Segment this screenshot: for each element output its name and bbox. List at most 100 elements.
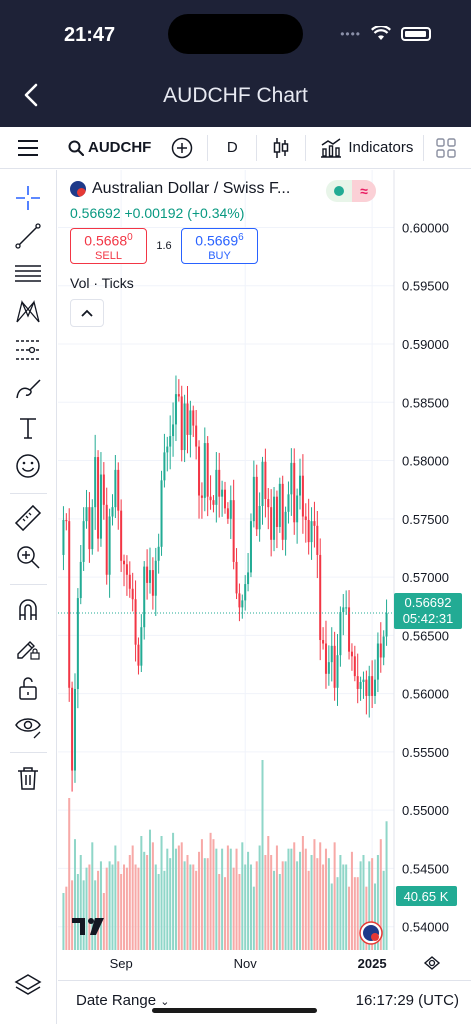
volume-bar [339, 855, 342, 950]
hide-drawings-icon[interactable] [14, 712, 42, 740]
volume-bar [270, 855, 273, 950]
market-status-pill[interactable]: ≈ [326, 180, 376, 202]
grid-layout-icon [436, 137, 457, 158]
home-indicator [152, 1008, 317, 1013]
candle-body [371, 676, 374, 696]
plus-circle-icon [172, 137, 193, 158]
projection-tool-icon[interactable] [14, 336, 42, 364]
volume-bar [316, 858, 319, 950]
tools-divider [10, 752, 47, 753]
tools-divider [10, 493, 47, 494]
candle-body [215, 469, 218, 505]
trend-line-tool-icon[interactable] [14, 222, 42, 250]
emoji-tool-icon[interactable] [14, 452, 42, 480]
zoom-in-icon[interactable] [14, 543, 42, 571]
price-chart[interactable]: 0.60000 0.59500 0.59000 0.58500 0.58000 0.575… [58, 170, 471, 980]
back-button[interactable] [18, 80, 46, 110]
buy-price: 0.5669 [195, 232, 239, 249]
volume-bar [174, 848, 177, 950]
candle-body [102, 474, 105, 505]
candle-body [229, 500, 232, 519]
pattern-tool-icon[interactable] [14, 298, 42, 326]
volume-bar [160, 836, 163, 950]
price-tick-label: 0.57000 [402, 570, 449, 585]
text-tool-icon[interactable] [14, 414, 42, 442]
time-axis[interactable]: Sep Nov 2025 [110, 956, 387, 971]
collapse-legend-button[interactable] [70, 299, 104, 327]
volume-bar [85, 867, 88, 950]
indicators-label: Indicators [348, 139, 414, 156]
volume-bar [131, 845, 134, 950]
chart-type-button[interactable] [257, 127, 305, 169]
signal-icon: •••• [340, 26, 361, 41]
indicators-button[interactable]: Indicators [320, 127, 413, 169]
price-tick-label: 0.54500 [402, 861, 449, 876]
candles-icon [274, 137, 289, 158]
candle-body [91, 507, 94, 550]
brush-tool-icon[interactable] [14, 374, 42, 402]
candle-body [313, 521, 316, 526]
legend-change-pct: (+0.34%) [187, 205, 245, 221]
menu-button[interactable] [18, 139, 38, 156]
last-price-value: 0.56692 [405, 595, 452, 610]
volume-bar [307, 870, 310, 950]
unlock-icon[interactable] [14, 674, 42, 702]
candle-body [73, 688, 76, 771]
volume-study-label[interactable]: Vol · Ticks [70, 275, 134, 291]
candle-body [183, 403, 186, 451]
candle-body [281, 483, 284, 540]
wave-icon: ≈ [352, 180, 376, 202]
volume-bar [146, 855, 149, 950]
volume-bar [203, 858, 206, 950]
candle-body [169, 436, 172, 447]
sell-button[interactable]: 0.56680 SELL [70, 228, 147, 264]
volume-bar [249, 864, 252, 950]
candle-body [327, 662, 330, 674]
volume-bar [218, 874, 221, 950]
spread-value: 1.6 [156, 240, 172, 252]
buy-button[interactable]: 0.56696 BUY [181, 228, 258, 264]
volume-bar [374, 883, 377, 950]
layout-button[interactable] [436, 127, 457, 169]
price-tick-label: 0.54000 [402, 920, 449, 935]
price-tick-label: 0.55000 [402, 803, 449, 818]
ruler-tool-icon[interactable] [14, 504, 42, 532]
candle-body [270, 507, 273, 540]
volume-bar [379, 839, 382, 950]
legend-title-row[interactable]: Australian Dollar / Swiss F... [70, 180, 390, 198]
fib-tool-icon[interactable] [14, 260, 42, 288]
axis-settings-icon[interactable] [423, 956, 441, 970]
symbol-search-button[interactable]: AUDCHF [68, 127, 151, 169]
interval-button[interactable]: D [226, 139, 238, 156]
tradingview-logo[interactable] [72, 918, 104, 935]
currency-flag-icon[interactable] [359, 921, 383, 945]
sell-label: SELL [95, 249, 122, 262]
volume-bar [319, 842, 322, 950]
date-range-button[interactable]: Date Range ⌄ [76, 992, 169, 1009]
crosshair-tool-icon[interactable] [14, 184, 42, 212]
volume-bar [125, 867, 128, 950]
candle-body [376, 643, 379, 680]
compare-button[interactable] [171, 127, 193, 169]
trash-icon[interactable] [14, 764, 42, 792]
volume-bar [365, 886, 368, 950]
magnet-icon[interactable] [14, 596, 42, 624]
volume-bar [223, 877, 227, 950]
candle-body [322, 640, 325, 644]
candle-body [359, 681, 362, 689]
price-axis[interactable]: 0.60000 0.59500 0.59000 0.58500 0.58000 0.575… [402, 220, 449, 934]
candle-body [258, 506, 261, 530]
lock-drawing-icon[interactable] [14, 634, 42, 662]
volume-bar [238, 874, 241, 950]
candle-body [82, 521, 85, 562]
candle-body [238, 593, 241, 608]
time-tick-label: Sep [110, 956, 133, 971]
utc-clock[interactable]: 16:17:29 (UTC) [355, 992, 459, 1009]
price-tick-label: 0.59000 [402, 337, 449, 352]
candle-body [212, 500, 215, 505]
candle-body [172, 424, 175, 437]
candle-body [330, 645, 333, 663]
candle-body [189, 410, 192, 435]
layers-icon[interactable] [14, 972, 42, 1000]
battery-icon [401, 26, 431, 41]
